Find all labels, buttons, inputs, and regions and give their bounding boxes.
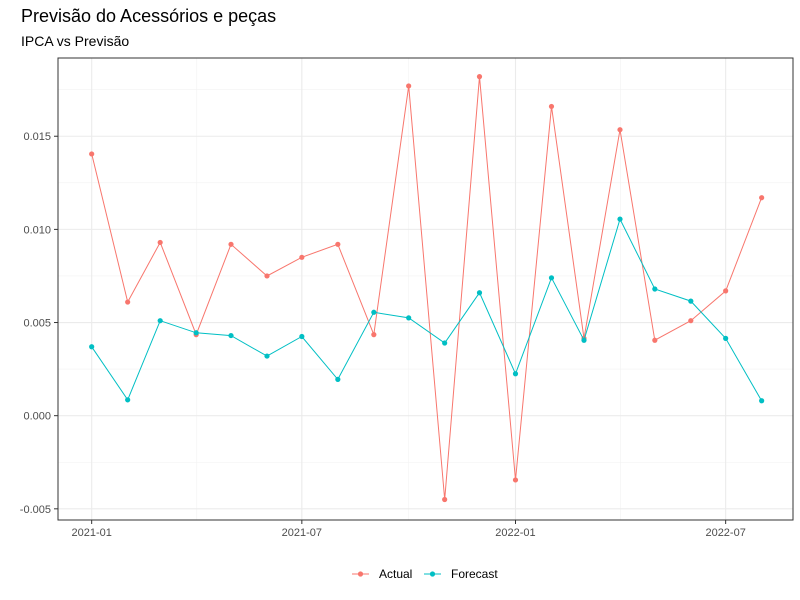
- actual-data-point: [617, 127, 623, 133]
- y-tick-label: 0.005: [23, 318, 51, 330]
- forecast-data-point: [512, 371, 519, 377]
- y-tick-label: 0.015: [23, 131, 51, 143]
- x-tick-label: 2022-07: [705, 527, 745, 539]
- actual-data-point: [759, 195, 765, 201]
- major-gridlines: [58, 58, 793, 520]
- axis-ticks: [54, 135, 727, 524]
- actual-series-line: [91, 76, 763, 500]
- forecast-data-point: [125, 397, 131, 403]
- forecast-data-point: [688, 298, 694, 304]
- actual-data-point: [476, 74, 483, 80]
- forecast-series-line: [91, 217, 763, 402]
- legend: Actual Forecast: [352, 567, 498, 581]
- plot-panel: [58, 58, 793, 520]
- forecast-data-point: [371, 309, 377, 315]
- forecast-data-point: [406, 315, 412, 321]
- forecast-data-point: [157, 318, 163, 324]
- minor-gridlines: [58, 58, 793, 520]
- forecast-data-point: [228, 332, 234, 339]
- x-tick-label: 2022-01: [495, 527, 535, 539]
- forecast-data-point: [652, 286, 658, 292]
- legend-item-forecast: Forecast: [424, 567, 498, 581]
- forecast-data-point: [264, 353, 270, 359]
- actual-data-point: [652, 337, 658, 343]
- forecast-data-point: [581, 337, 587, 343]
- chart-title: Previsão do Acessórios e peças: [21, 6, 277, 26]
- actual-data-point: [371, 332, 377, 338]
- actual-data-point: [442, 496, 448, 503]
- legend-item-actual: Actual: [352, 567, 412, 581]
- forecast-data-point: [548, 275, 555, 281]
- actual-data-point: [723, 288, 729, 294]
- forecast-data-point: [617, 216, 623, 222]
- legend-label-forecast: Forecast: [451, 567, 498, 581]
- y-tick-label: 0.000: [23, 411, 51, 423]
- x-tick-label: 2021-01: [71, 527, 111, 539]
- y-tick-label: -0.005: [20, 504, 51, 516]
- actual-data-point: [688, 318, 694, 324]
- forecast-data-point: [476, 290, 483, 296]
- chart-subtitle: IPCA vs Previsão: [21, 33, 130, 49]
- forecast-data-point: [193, 330, 199, 336]
- actual-data-point: [264, 273, 270, 279]
- y-tick-label: 0.010: [23, 224, 51, 236]
- actual-data-point: [228, 241, 234, 247]
- actual-data-point: [299, 254, 305, 260]
- legend-label-actual: Actual: [379, 567, 412, 581]
- actual-data-point: [157, 239, 163, 246]
- legend-key-point: [357, 571, 364, 577]
- legend-key-point: [429, 571, 436, 577]
- forecast-data-point: [759, 398, 765, 404]
- actual-data-point: [406, 83, 412, 89]
- actual-data-point: [89, 151, 95, 157]
- actual-data-point: [125, 299, 131, 305]
- axis-tick-labels: -0.005 0.000 0.005 0.010 0.015 2021-01 2021-07…: [20, 131, 746, 539]
- forecast-data-point: [89, 344, 95, 350]
- x-tick-label: 2021-07: [282, 527, 322, 539]
- series-layer: [89, 74, 765, 503]
- forecast-data-point: [723, 335, 729, 341]
- actual-data-point: [512, 477, 519, 483]
- actual-data-point: [548, 103, 555, 110]
- actual-data-point: [335, 241, 341, 247]
- forecast-data-point: [299, 333, 305, 340]
- forecast-data-point: [335, 376, 341, 382]
- plot-panel-border: [57, 57, 794, 521]
- forecast-data-point: [442, 340, 448, 346]
